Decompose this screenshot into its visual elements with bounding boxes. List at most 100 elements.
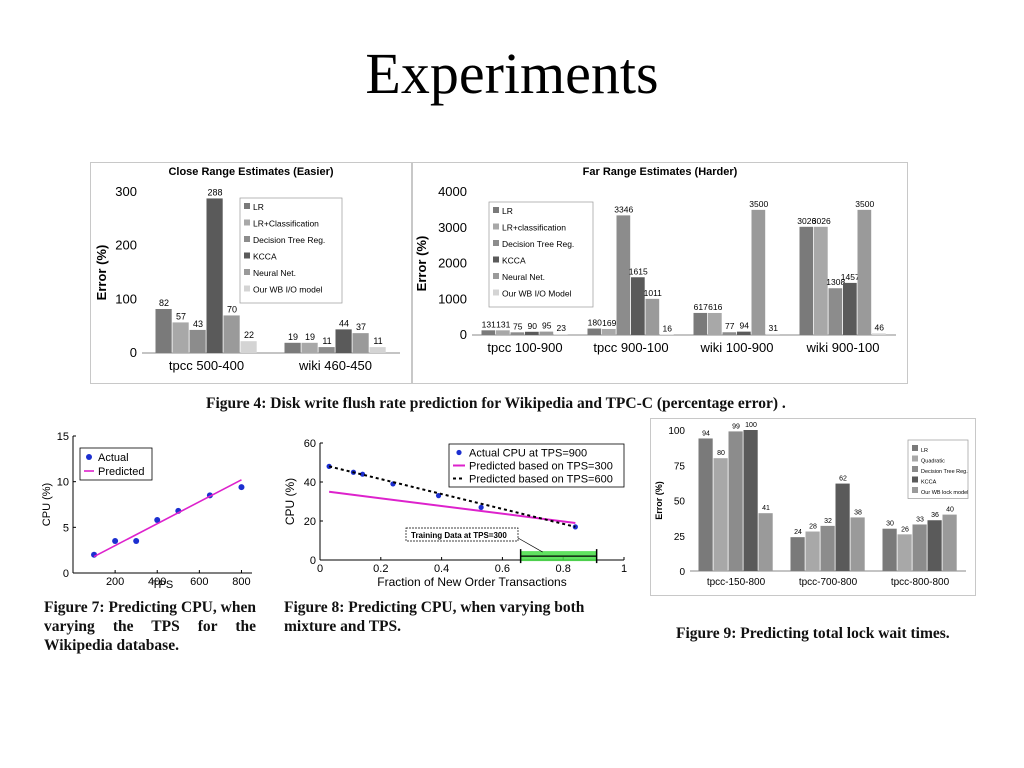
legend-swatch bbox=[244, 236, 250, 242]
close-range-chart: Close Range Estimates (Easier) 0 100 200 300… bbox=[90, 162, 412, 384]
y-tick-label: 300 bbox=[115, 184, 137, 199]
legend-label: Our WB lock model bbox=[921, 490, 968, 496]
bar bbox=[737, 331, 751, 335]
legend-box bbox=[239, 197, 343, 304]
legend-marker bbox=[456, 449, 462, 456]
legend-label: LR bbox=[921, 448, 928, 454]
bar-value-label: 80 bbox=[717, 450, 725, 457]
data-point bbox=[359, 471, 366, 477]
legend-swatch bbox=[912, 476, 918, 483]
bar-value-label: 77 bbox=[725, 321, 735, 331]
legend-label: KCCA bbox=[921, 480, 937, 486]
bar bbox=[301, 342, 318, 353]
cpu-vs-mix-chart: 0 0.2 0.4 0.6 0.8 1 0 20 40 60 Fraction of New Ord… bbox=[283, 438, 627, 589]
bar bbox=[835, 483, 850, 571]
x-tick-label: 0.2 bbox=[373, 563, 388, 575]
x-tick-label: 800 bbox=[232, 576, 250, 588]
legend-swatch bbox=[493, 273, 499, 279]
bar-value-label: 616 bbox=[708, 302, 722, 312]
data-point bbox=[112, 538, 119, 545]
chart-title: Far Range Estimates (Harder) bbox=[583, 166, 738, 178]
bar bbox=[790, 537, 805, 571]
legend-label: LR+classification bbox=[502, 223, 566, 233]
x-axis-label: Fraction of New Order Transactions bbox=[377, 575, 566, 589]
data-point bbox=[572, 524, 578, 530]
bar-value-label: 1308 bbox=[826, 277, 845, 287]
series-line bbox=[93, 479, 242, 558]
x-tick-label: 1 bbox=[621, 563, 627, 575]
bar bbox=[206, 198, 223, 353]
legend-label: Our WB I/O Model bbox=[502, 289, 572, 299]
category-label: tpcc 100-900 bbox=[487, 340, 562, 355]
bar-value-label: 40 bbox=[946, 507, 954, 514]
bar bbox=[510, 332, 525, 335]
legend-label: Decision Tree Reg. bbox=[253, 235, 325, 245]
training-label-pointer bbox=[517, 537, 543, 553]
y-axis-label: CPU (%) bbox=[283, 478, 297, 525]
y-tick-label: 100 bbox=[668, 426, 685, 437]
y-tick-label: 100 bbox=[115, 291, 137, 306]
bar bbox=[814, 226, 828, 335]
y-tick-label: 0 bbox=[460, 327, 467, 342]
legend-swatch bbox=[912, 445, 918, 451]
legend-label: Neural Net. bbox=[502, 272, 545, 282]
category-label: wiki 900-100 bbox=[806, 340, 880, 355]
legend-label: KCCA bbox=[502, 256, 526, 266]
bar-value-label: 19 bbox=[305, 332, 315, 342]
bar-value-label: 288 bbox=[207, 187, 222, 197]
bar-value-label: 41 bbox=[762, 505, 770, 512]
legend-label: Our WB I/O model bbox=[253, 285, 323, 295]
bar bbox=[882, 528, 897, 571]
bar-value-label: 99 bbox=[732, 423, 740, 430]
legend-label: Neural Net. bbox=[253, 268, 296, 278]
legend-label: Predicted based on TPS=600 bbox=[469, 474, 613, 486]
bar-value-label: 82 bbox=[159, 298, 169, 308]
bar-value-label: 95 bbox=[542, 321, 552, 331]
bar-value-label: 11 bbox=[322, 336, 331, 346]
legend-swatch bbox=[912, 466, 918, 472]
bar-value-label: 19 bbox=[288, 332, 298, 342]
legend-box bbox=[79, 447, 153, 481]
y-tick-label: 2000 bbox=[438, 256, 467, 271]
bar-value-label: 32 bbox=[824, 518, 832, 525]
x-tick-label: 0 bbox=[317, 563, 323, 575]
bar-value-label: 24 bbox=[794, 529, 802, 536]
bar bbox=[554, 334, 568, 335]
legend-swatch bbox=[244, 285, 250, 292]
training-label: Training Data at TPS=300 bbox=[411, 531, 507, 540]
legend-box bbox=[448, 443, 625, 488]
y-axis-label: Error (%) bbox=[94, 245, 109, 301]
legend-swatch bbox=[244, 269, 250, 275]
bar-value-label: 131 bbox=[496, 319, 510, 329]
y-tick-label: 0 bbox=[63, 568, 69, 580]
bar-value-label: 75 bbox=[513, 321, 523, 331]
bar bbox=[751, 209, 766, 335]
bar-value-label: 3026 bbox=[812, 216, 831, 226]
y-tick-label: 0 bbox=[679, 567, 685, 578]
bar bbox=[352, 333, 369, 353]
bar-value-label: 44 bbox=[339, 318, 349, 328]
bar-value-label: 3500 bbox=[855, 199, 874, 209]
x-tick-label: 0.4 bbox=[434, 563, 449, 575]
bar-value-label: 3026 bbox=[797, 216, 816, 226]
bar-value-label: 26 bbox=[901, 526, 909, 533]
bar bbox=[631, 277, 645, 335]
y-tick-label: 15 bbox=[57, 431, 69, 443]
x-tick-label: 0.8 bbox=[556, 563, 571, 575]
legend-label: Predicted bbox=[98, 466, 144, 478]
bar bbox=[525, 331, 539, 335]
bar bbox=[223, 315, 240, 353]
bar-value-label: 94 bbox=[740, 321, 750, 331]
bar-value-label: 169 bbox=[602, 318, 616, 328]
bar bbox=[728, 431, 743, 571]
data-point bbox=[154, 517, 161, 524]
legend-swatch bbox=[244, 219, 250, 226]
bar bbox=[155, 308, 172, 353]
legend-label: Decision Tree Reg. bbox=[921, 469, 968, 475]
legend-swatch bbox=[912, 487, 918, 493]
bar-value-label: 37 bbox=[356, 322, 366, 332]
y-tick-label: 0 bbox=[130, 345, 137, 360]
x-tick-label: 0.6 bbox=[495, 563, 510, 575]
y-tick-label: 40 bbox=[304, 477, 316, 489]
bar-value-label: 62 bbox=[839, 476, 847, 483]
